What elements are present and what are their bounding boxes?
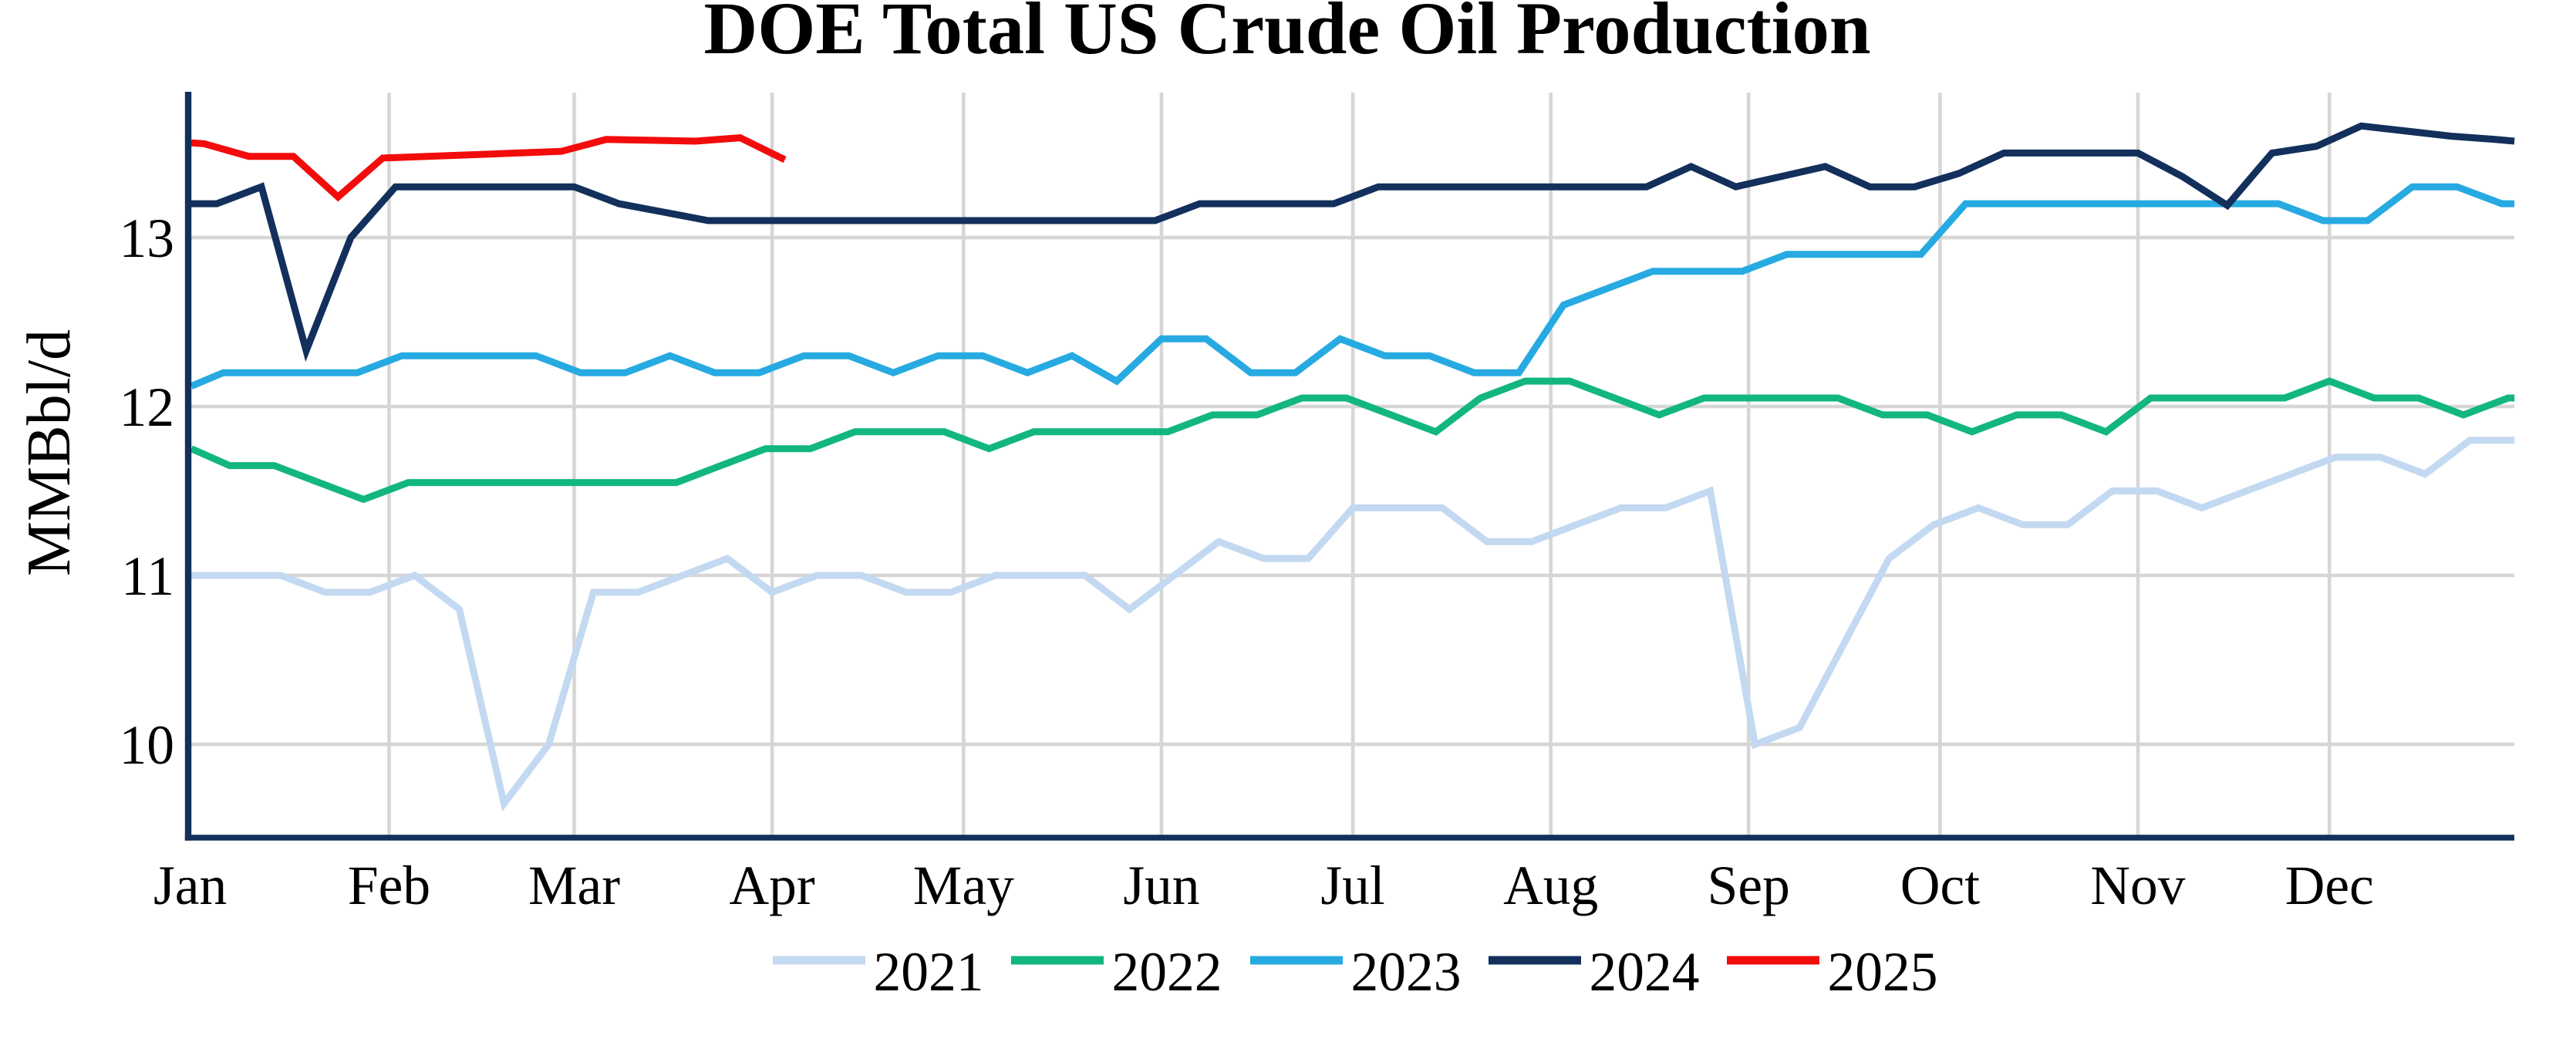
svg-text:12: 12: [120, 377, 175, 438]
svg-text:2022: 2022: [1112, 942, 1222, 1003]
svg-text:2021: 2021: [874, 942, 984, 1003]
svg-text:Jun: Jun: [1123, 855, 1199, 916]
svg-text:2023: 2023: [1351, 942, 1462, 1003]
svg-text:Dec: Dec: [2285, 855, 2374, 916]
svg-text:10: 10: [120, 715, 175, 776]
svg-text:MMBbl/d: MMBbl/d: [15, 329, 83, 576]
svg-text:Nov: Nov: [2090, 855, 2185, 916]
svg-text:13: 13: [120, 208, 175, 269]
svg-text:Mar: Mar: [528, 855, 620, 916]
svg-text:Oct: Oct: [1900, 855, 1980, 916]
svg-text:Jan: Jan: [153, 855, 227, 916]
svg-text:Feb: Feb: [348, 855, 430, 916]
svg-text:2025: 2025: [1828, 942, 1938, 1003]
svg-text:DOE Total US Crude Oil Product: DOE Total US Crude Oil Production: [704, 0, 1871, 69]
svg-text:Jul: Jul: [1320, 855, 1384, 916]
svg-text:Aug: Aug: [1503, 855, 1598, 916]
svg-text:11: 11: [121, 546, 174, 607]
svg-text:Sep: Sep: [1708, 855, 1790, 916]
svg-text:Apr: Apr: [729, 855, 814, 916]
svg-text:May: May: [913, 855, 1014, 916]
svg-text:2024: 2024: [1590, 942, 1700, 1003]
